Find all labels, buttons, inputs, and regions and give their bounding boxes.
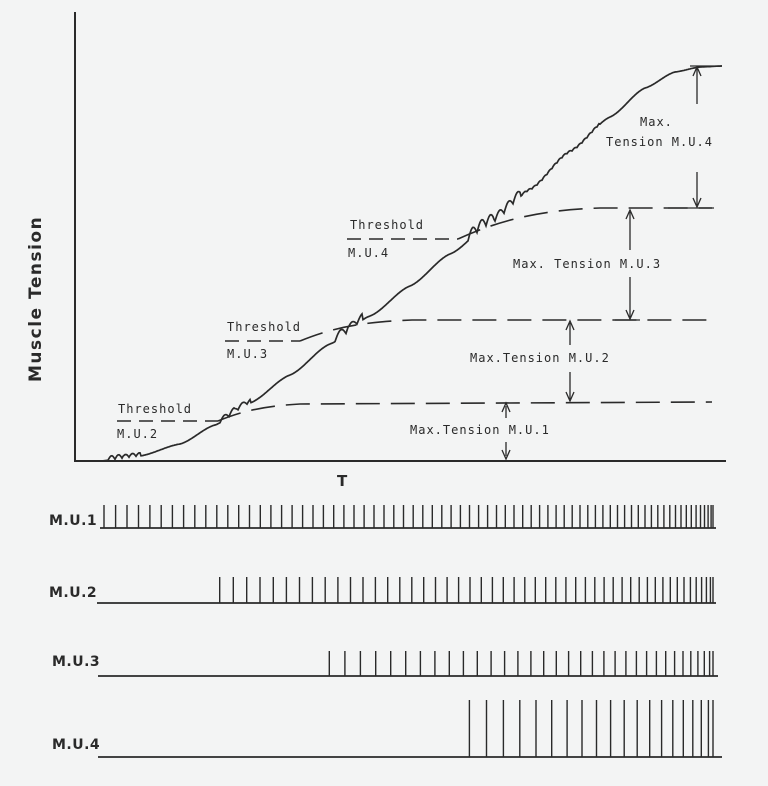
plateau-curve-mu2 [217, 401, 713, 422]
max-tension-mu2-arrow [565, 319, 575, 403]
spike-train-mu3-ticks [328, 651, 714, 676]
max-tension-mu4-label-line2: Tension M.U.4 [606, 135, 713, 149]
spike-train-mu4-label: M.U.4 [52, 737, 100, 753]
spike-train-mu3-label: M.U.3 [52, 654, 100, 670]
threshold-mu4: Threshold M.U.4 [347, 218, 458, 260]
spike-train-mu2-ticks [218, 577, 714, 603]
threshold-mu2-label: Threshold [118, 402, 192, 416]
x-axis-label: T [337, 472, 348, 490]
spike-train-mu1-label: M.U.1 [49, 513, 97, 529]
max-tension-mu1-label: Max.Tension M.U.1 [410, 423, 550, 437]
threshold-mu2: Threshold M.U.2 [117, 402, 218, 441]
max-tension-mu2-label: Max.Tension M.U.2 [470, 351, 610, 365]
spike-train-mu4-ticks [468, 700, 714, 757]
spike-train-mu2: M.U.2 [49, 577, 716, 604]
threshold-mu2-unit: M.U.2 [117, 427, 158, 441]
max-tension-mu1-arrow [501, 401, 511, 461]
spike-train-mu2-label: M.U.2 [49, 585, 97, 601]
total-tension-curve [75, 65, 722, 462]
max-tension-mu3-arrow [615, 208, 640, 321]
spike-train-mu1: M.U.1 [49, 505, 716, 529]
threshold-mu3-unit: M.U.3 [227, 347, 268, 361]
max-tension-mu3-label: Max. Tension M.U.3 [513, 257, 661, 271]
plateau-curve-mu3 [299, 319, 712, 342]
threshold-mu3: Threshold M.U.3 [225, 320, 301, 361]
threshold-mu4-unit: M.U.4 [348, 246, 389, 260]
max-tension-mu4-label-line1: Max. [640, 115, 673, 129]
spike-train-mu4: M.U.4 [52, 700, 722, 758]
spike-train-mu3: M.U.3 [52, 651, 718, 677]
y-axis-label: Muscle Tension [26, 216, 46, 382]
threshold-mu3-label: Threshold [227, 320, 301, 334]
spike-train-mu1-ticks [103, 505, 714, 528]
plateau-curve-mu4 [457, 207, 712, 240]
threshold-mu4-label: Threshold [350, 218, 424, 232]
spike-trains: M.U.1 M.U.2 M.U.3 M.U.4 [49, 505, 722, 758]
